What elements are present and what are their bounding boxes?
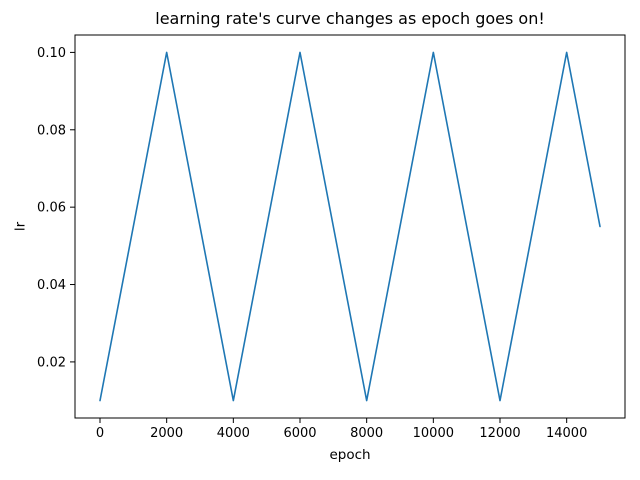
y-tick-label: 0.08 — [37, 123, 66, 138]
y-tick-label: 0.02 — [37, 355, 66, 370]
x-tick-label: 8000 — [350, 426, 383, 441]
x-tick-label: 10000 — [413, 426, 454, 441]
x-tick-label: 4000 — [217, 426, 250, 441]
x-tick-label: 6000 — [283, 426, 316, 441]
x-tick-label: 2000 — [150, 426, 183, 441]
y-tick-label: 0.04 — [37, 278, 66, 293]
lr-curve-line — [99, 51, 601, 402]
axes-spines — [74, 34, 626, 419]
x-tick-label: 0 — [96, 426, 104, 441]
chart-title: learning rate's curve changes as epoch g… — [155, 9, 545, 28]
y-tick-label: 0.10 — [37, 46, 66, 61]
x-axis-label: epoch — [329, 447, 371, 463]
x-tick-label: 14000 — [546, 426, 587, 441]
y-tick-label: 0.06 — [37, 201, 66, 216]
x-tick-label: 12000 — [479, 426, 520, 441]
